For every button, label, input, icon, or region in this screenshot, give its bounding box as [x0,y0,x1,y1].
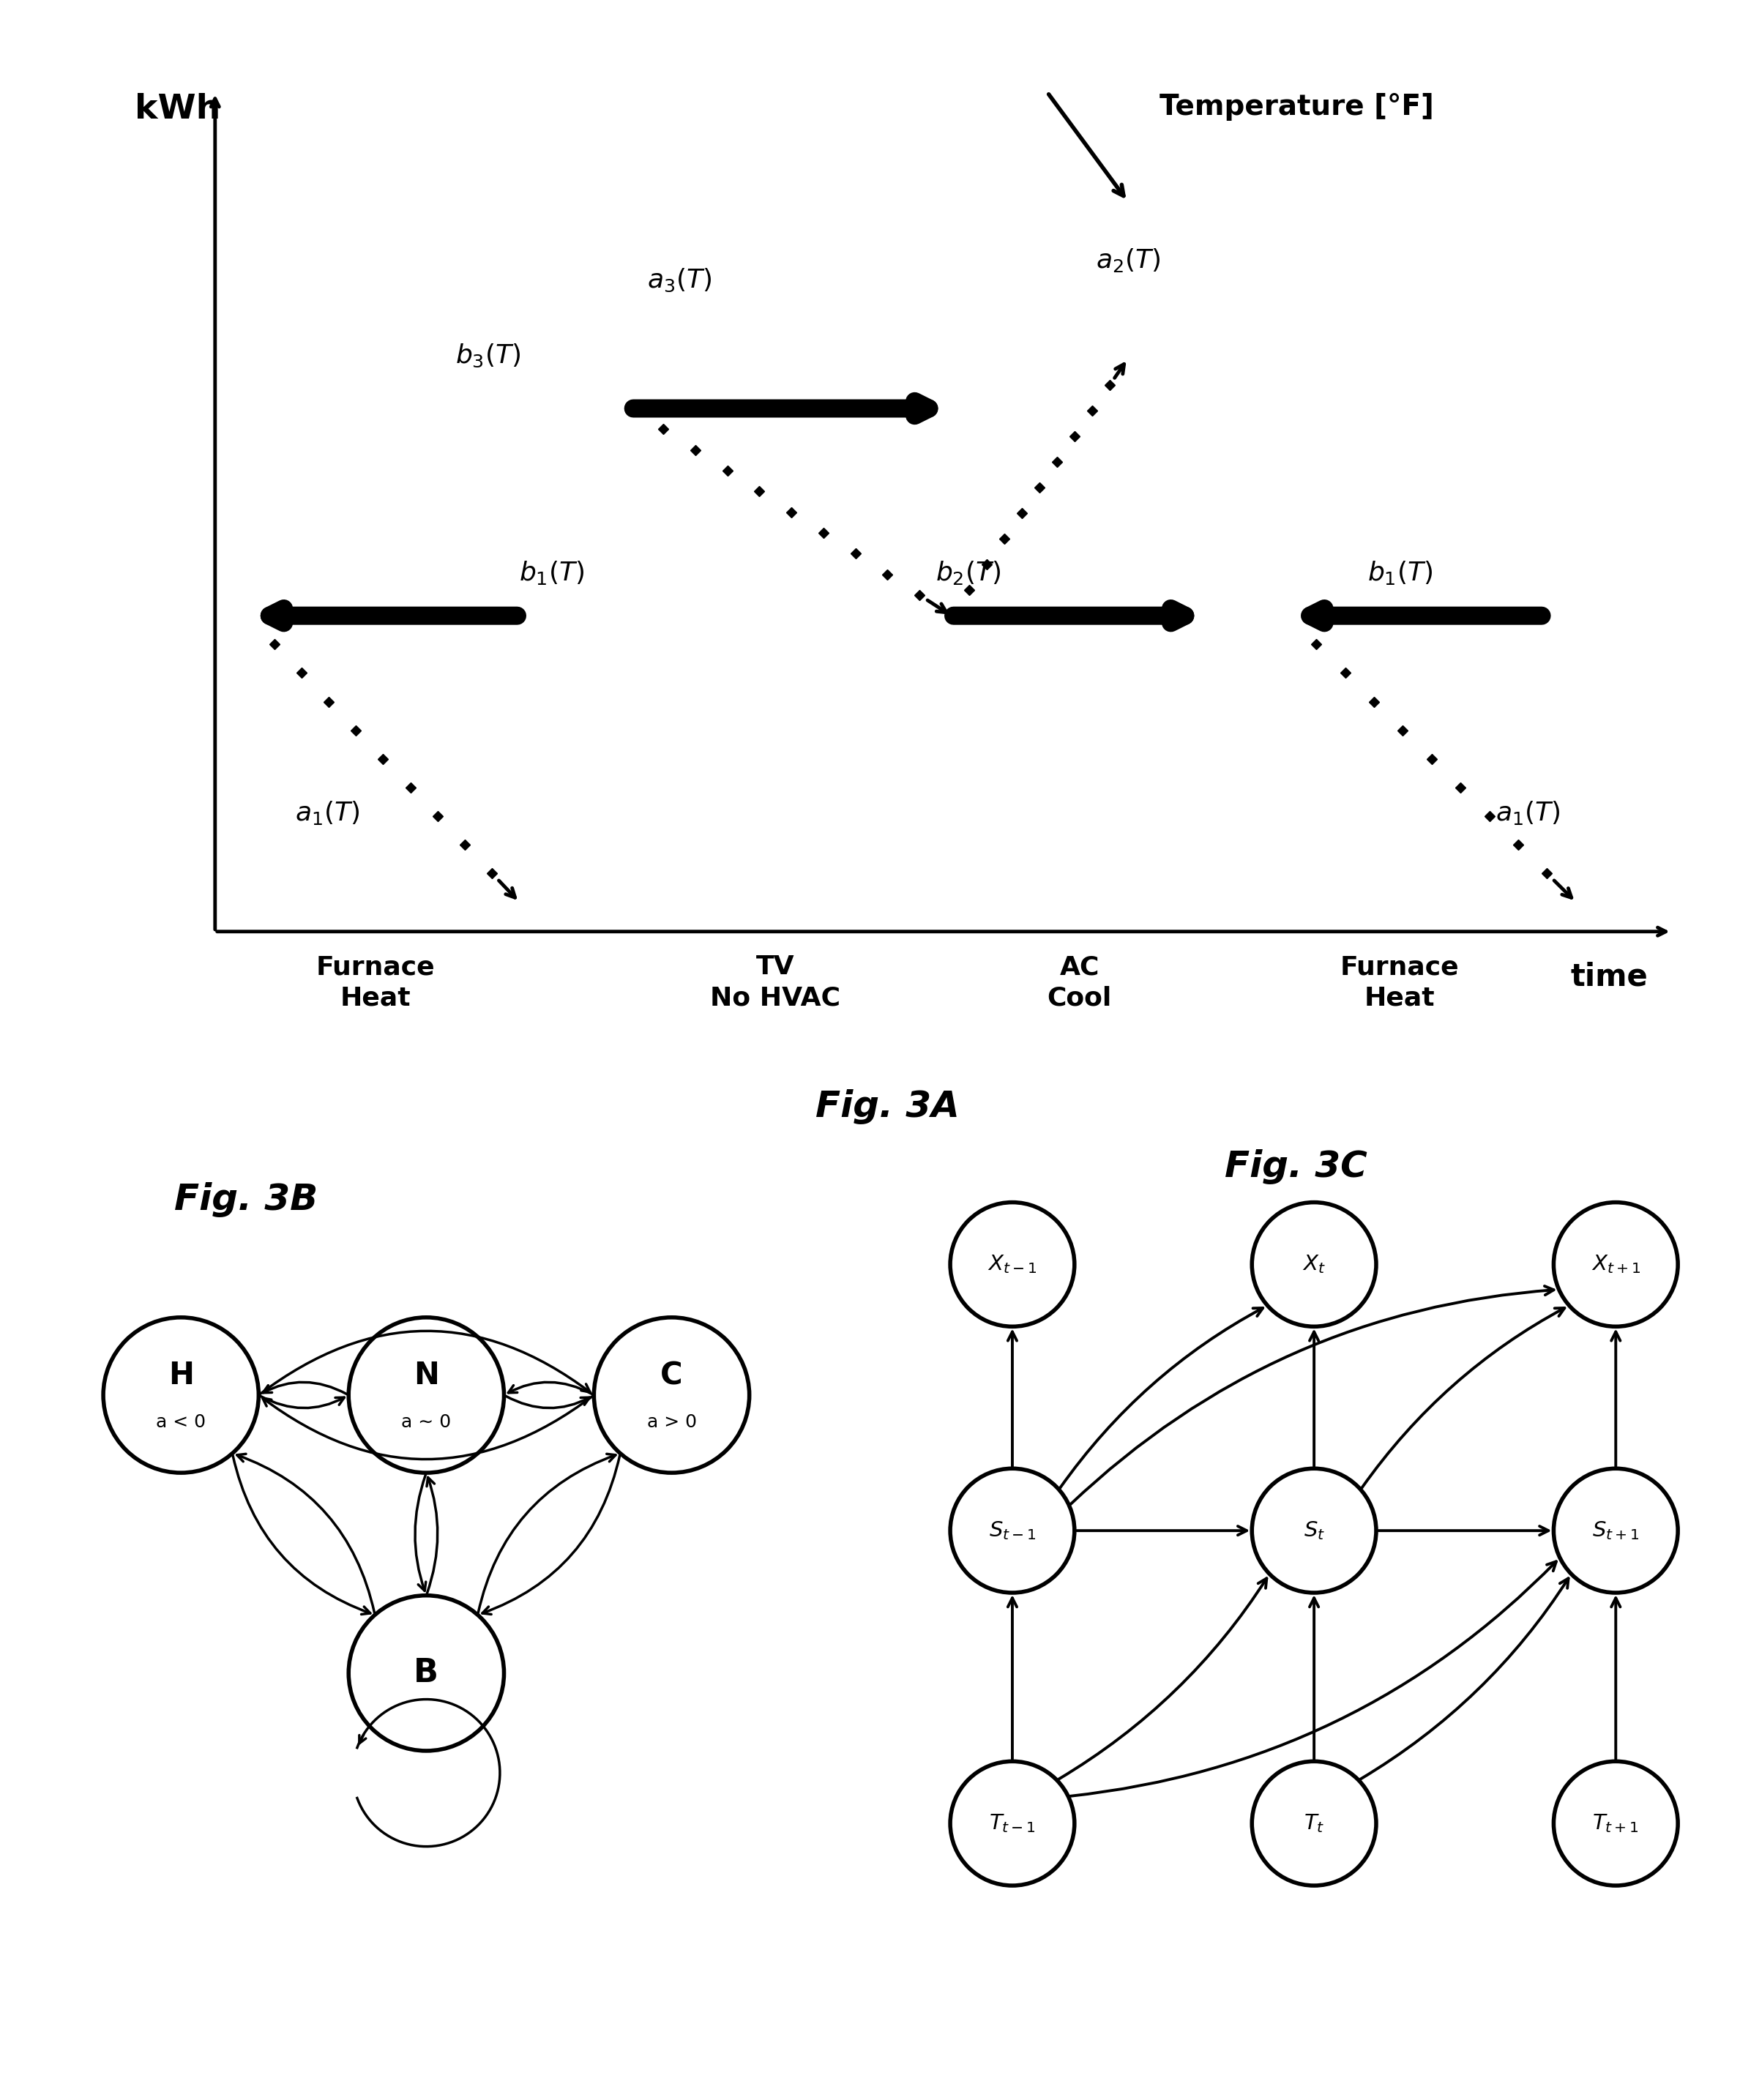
Text: $a_1(T)$: $a_1(T)$ [1496,800,1561,827]
Text: Fig. 3C: Fig. 3C [1225,1149,1368,1184]
Text: Fig. 3A: Fig. 3A [816,1090,959,1126]
Text: B: B [414,1657,438,1688]
Text: Fig. 3B: Fig. 3B [174,1182,318,1218]
Text: C: C [661,1361,682,1390]
Text: $b_2(T)$: $b_2(T)$ [936,559,1000,586]
Text: $T_t$: $T_t$ [1303,1812,1324,1835]
Text: time: time [1571,962,1648,991]
Text: a < 0: a < 0 [157,1413,205,1430]
Text: $a_2(T)$: $a_2(T)$ [1096,248,1161,273]
Text: $X_{t-1}$: $X_{t-1}$ [988,1254,1037,1275]
Text: $b_1(T)$: $b_1(T)$ [1368,559,1432,586]
Text: Temperature [°F]: Temperature [°F] [1159,92,1434,120]
Text: $T_{t+1}$: $T_{t+1}$ [1592,1812,1639,1835]
Text: N: N [414,1361,438,1390]
Text: kWh: kWh [136,92,221,126]
Text: $b_1(T)$: $b_1(T)$ [519,559,585,586]
Text: H: H [169,1361,193,1390]
Text: a > 0: a > 0 [647,1413,696,1430]
Text: $b_3(T)$: $b_3(T)$ [456,342,520,370]
Text: Furnace
Heat: Furnace Heat [315,956,435,1010]
Text: $S_{t+1}$: $S_{t+1}$ [1592,1520,1639,1541]
Text: $T_{t-1}$: $T_{t-1}$ [988,1812,1035,1835]
Text: TV
No HVAC: TV No HVAC [710,956,840,1010]
Text: $S_t$: $S_t$ [1303,1520,1324,1541]
Text: a ∼ 0: a ∼ 0 [402,1413,451,1430]
Text: $a_1(T)$: $a_1(T)$ [296,800,360,827]
Text: $X_{t+1}$: $X_{t+1}$ [1590,1254,1641,1275]
Text: $S_{t-1}$: $S_{t-1}$ [988,1520,1035,1541]
Text: AC
Cool: AC Cool [1047,956,1112,1010]
Text: $a_3(T)$: $a_3(T)$ [647,267,712,294]
Text: Furnace
Heat: Furnace Heat [1340,956,1460,1010]
Text: $X_t$: $X_t$ [1303,1254,1326,1275]
